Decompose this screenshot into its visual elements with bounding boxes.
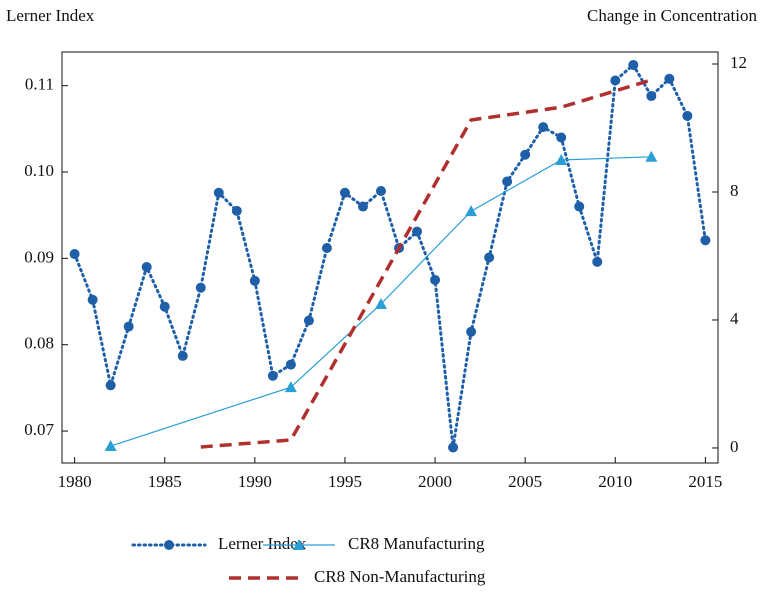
marker — [375, 186, 386, 197]
plot-frame — [61, 51, 719, 464]
marker — [466, 326, 477, 337]
x-tick-label: 2010 — [598, 472, 632, 491]
y2-tick-label: 12 — [730, 53, 747, 72]
x-tick-label: 2000 — [418, 472, 452, 491]
x-tick-label: 2005 — [508, 472, 542, 491]
marker — [249, 275, 260, 286]
y-tick-label: 0.07 — [24, 420, 54, 439]
x-tick-label: 1980 — [58, 472, 92, 491]
marker — [339, 187, 350, 198]
marker — [465, 205, 478, 217]
marker — [104, 440, 117, 452]
marker — [448, 442, 459, 453]
marker — [664, 73, 675, 84]
marker — [555, 153, 568, 165]
y-tick-label: 0.11 — [25, 75, 54, 94]
y-tick-label: 0.08 — [24, 334, 54, 353]
marker — [592, 256, 603, 267]
series-line — [73, 62, 707, 448]
x-tick-label: 1995 — [328, 472, 362, 491]
marker — [357, 201, 368, 212]
y-tick-label: 0.09 — [24, 247, 54, 266]
y-axis-label: Lerner Index — [6, 6, 95, 25]
marker — [195, 282, 206, 293]
marker — [538, 122, 549, 133]
marker — [646, 91, 657, 102]
marker — [87, 294, 98, 305]
marker — [374, 297, 387, 309]
marker — [574, 201, 585, 212]
legend-marker — [293, 539, 305, 550]
marker — [123, 321, 134, 332]
x-tick-label: 2015 — [688, 472, 722, 491]
x-tick-label: 1990 — [238, 472, 272, 491]
marker — [628, 59, 639, 70]
legend-label: CR8 Manufacturing — [348, 534, 485, 553]
marker — [321, 243, 332, 254]
legend-label: Lerner Index — [218, 534, 307, 553]
y-tick-label: 0.10 — [24, 161, 54, 180]
marker — [285, 359, 296, 370]
marker — [177, 350, 188, 361]
marker — [412, 226, 423, 237]
marker — [556, 132, 567, 143]
marker — [284, 381, 297, 393]
legend-label: CR8 Non-Manufacturing — [314, 567, 486, 586]
marker — [682, 110, 693, 121]
marker — [484, 252, 495, 263]
marker — [141, 261, 152, 272]
marker — [159, 301, 170, 312]
y2-tick-label: 8 — [730, 181, 739, 200]
y2-tick-label: 0 — [730, 437, 739, 456]
y2-axis-label: Change in Concentration — [587, 6, 757, 25]
marker — [430, 274, 441, 285]
marker — [213, 187, 224, 198]
series-line — [110, 156, 652, 447]
y2-tick-label: 4 — [730, 309, 739, 328]
marker — [303, 315, 314, 326]
marker — [502, 176, 513, 187]
marker — [105, 380, 116, 391]
marker — [700, 235, 711, 246]
x-tick-label: 1985 — [148, 472, 182, 491]
marker — [231, 205, 242, 216]
marker — [267, 370, 278, 381]
marker — [645, 150, 658, 162]
legend-marker — [164, 540, 174, 550]
marker — [69, 249, 80, 260]
marker — [520, 149, 531, 160]
marker — [610, 75, 621, 86]
series-line — [200, 78, 652, 449]
